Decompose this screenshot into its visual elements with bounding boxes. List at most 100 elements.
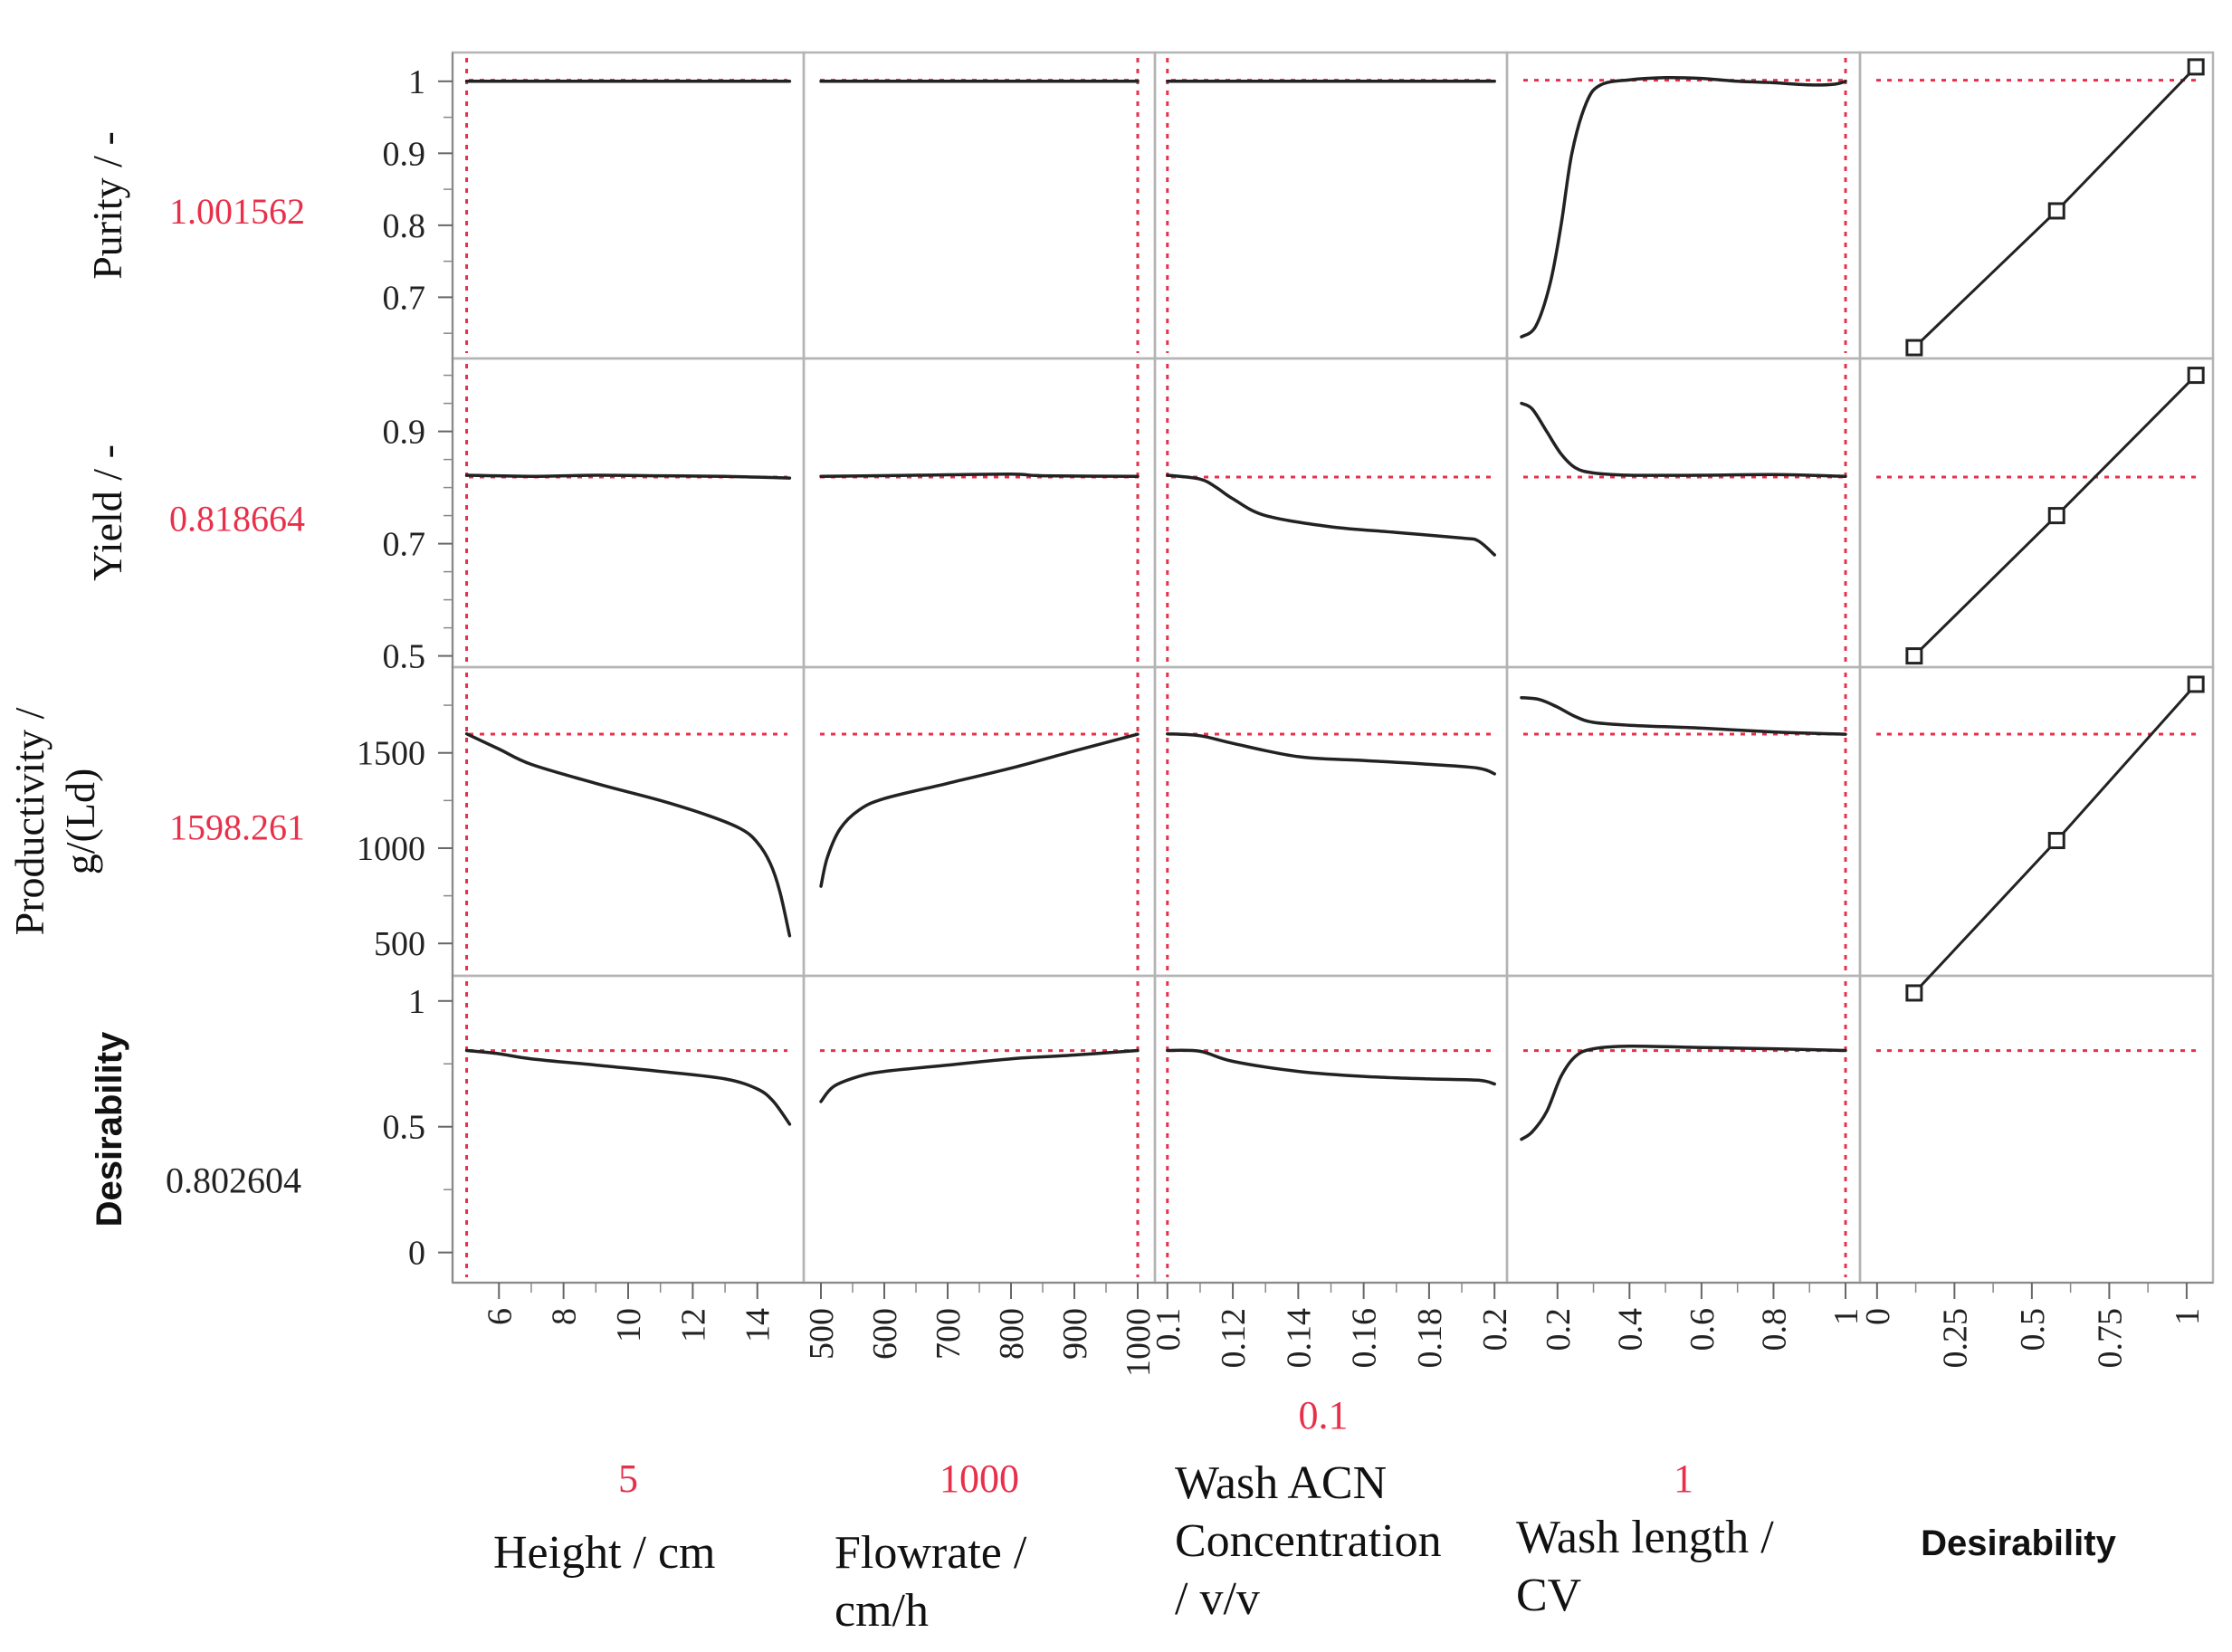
panel-r4-c2 xyxy=(802,974,1157,1284)
panel-r2-c2 xyxy=(802,357,1157,669)
desirability-handle xyxy=(2187,675,2205,693)
y-tick-label: 1000 xyxy=(357,830,425,868)
factor-label-line: CV xyxy=(1516,1570,1581,1621)
panel-r3-c4 xyxy=(1505,665,1862,978)
factor-label-line: Height / cm xyxy=(493,1527,716,1579)
y-tick-label: 0.5 xyxy=(383,1109,426,1147)
panel-r4-c4 xyxy=(1505,974,1862,1284)
response-label: Productivity / g/(Ld) xyxy=(6,707,103,935)
y-tick-label: 0.8 xyxy=(383,207,426,245)
x-tick-label: 0.16 xyxy=(1346,1308,1384,1369)
panel-r2-c4 xyxy=(1505,357,1862,669)
profile-curve-r3-f4 xyxy=(1520,695,1847,736)
panel-r1-c2 xyxy=(802,51,1157,360)
x-tick-label: 8 xyxy=(546,1308,584,1325)
desirability-handle xyxy=(1905,647,1923,665)
panel-r2-c5 xyxy=(1858,357,2215,669)
desirability-handle xyxy=(1905,339,1923,357)
factor-current-value: 1000 xyxy=(940,1456,1019,1501)
x-tick-label: 0.8 xyxy=(1755,1308,1793,1351)
y-tick-label: 1500 xyxy=(357,735,425,773)
factor-current-value: 0.1 xyxy=(1299,1393,1349,1437)
x-tick-label: 1 xyxy=(2169,1308,2207,1325)
x-tick-label: 0.75 xyxy=(2091,1308,2129,1369)
profile-curve-r2-f1 xyxy=(464,473,792,480)
panel-r3-c1 xyxy=(451,665,806,978)
profile-curve-r4-f2 xyxy=(819,1048,1140,1103)
y-tick-label: 1 xyxy=(408,63,425,101)
x-tick-label: 500 xyxy=(803,1308,841,1360)
response-label-line: g/(Ld) xyxy=(57,769,103,875)
x-tick-label: 0 xyxy=(1859,1308,1897,1325)
x-tick-label: 0.2 xyxy=(1476,1308,1514,1351)
x-tick-label: 14 xyxy=(739,1308,777,1342)
x-tick-label: 0.2 xyxy=(1540,1308,1578,1351)
x-tick-label: 0.14 xyxy=(1280,1308,1318,1369)
panel-r1-c3 xyxy=(1153,51,1509,360)
profile-curve-r2-f4 xyxy=(1520,401,1847,478)
x-tick-label: 6 xyxy=(481,1308,519,1325)
x-tick-label: 0.6 xyxy=(1684,1308,1722,1351)
x-tick-label: 1000 xyxy=(1120,1308,1158,1377)
x-tick-label: 700 xyxy=(930,1308,968,1360)
y-tick-label: 0 xyxy=(408,1235,425,1273)
response-label-line: Yield / - xyxy=(84,444,130,581)
response-current-value: 1598.261 xyxy=(169,807,305,848)
x-tick-label: 0.18 xyxy=(1411,1308,1449,1369)
x-tick-label: 1 xyxy=(1827,1308,1865,1325)
x-tick-label: 0.12 xyxy=(1215,1308,1253,1369)
panel-r3-c3 xyxy=(1153,665,1509,978)
y-tick-label: 0.7 xyxy=(383,526,426,564)
panel-r2-c3 xyxy=(1153,357,1509,669)
profile-curve-r2-f2 xyxy=(819,472,1140,478)
factor-label-line: cm/h xyxy=(835,1585,929,1637)
y-tick-label: 0.7 xyxy=(383,279,426,317)
response-current-value: 0.802604 xyxy=(166,1160,301,1201)
response-current-value: 1.001562 xyxy=(169,191,305,232)
panel-r4-c5 xyxy=(1858,974,2215,1284)
profile-curve-r3-f3 xyxy=(1166,731,1496,776)
profile-curve-r1-f4 xyxy=(1520,76,1847,339)
y-tick-label: 1 xyxy=(408,983,425,1021)
x-tick-label: 600 xyxy=(866,1308,904,1360)
x-tick-label: 800 xyxy=(993,1308,1031,1360)
factor-label-line: / v/v xyxy=(1175,1573,1260,1625)
profile-curve-r3-f2 xyxy=(819,732,1140,888)
x-tick-label: 0.25 xyxy=(1936,1308,1974,1369)
response-label-line: Productivity / xyxy=(6,707,52,935)
profile-curve-r3-f1 xyxy=(464,731,792,938)
panel-r2-c1 xyxy=(451,357,806,669)
profile-curve-r4-f3 xyxy=(1166,1048,1496,1086)
factor-current-value: 1 xyxy=(1674,1456,1693,1501)
panel-r1-c5 xyxy=(1858,51,2215,360)
x-tick-label: 12 xyxy=(674,1308,712,1342)
response-label-line: Purity / - xyxy=(84,131,130,280)
x-tick-label: 0.5 xyxy=(2014,1308,2052,1351)
response-label: Purity / - xyxy=(84,131,130,280)
panel-r4-c3 xyxy=(1153,974,1509,1284)
factor-current-value: 5 xyxy=(618,1456,638,1501)
x-tick-label: 0.4 xyxy=(1611,1308,1649,1351)
response-label: Yield / - xyxy=(84,444,130,581)
factor-label-line: Concentration xyxy=(1175,1515,1442,1567)
y-tick-label: 0.9 xyxy=(383,414,426,452)
factor-label-line: Desirability xyxy=(1921,1523,2116,1563)
desirability-handle xyxy=(2047,832,2065,850)
x-tick-label: 900 xyxy=(1056,1308,1094,1360)
factor-label-line: Wash ACN xyxy=(1175,1457,1387,1509)
factor-label-line: Flowrate / xyxy=(835,1527,1027,1579)
panel-r3-c5 xyxy=(1858,665,2215,978)
y-tick-label: 0.5 xyxy=(383,638,426,676)
panel-r3-c2 xyxy=(802,665,1157,978)
y-tick-label: 0.9 xyxy=(383,135,426,173)
desirability-handle xyxy=(2047,507,2065,525)
desirability-handle xyxy=(2187,58,2205,76)
desirability-handle xyxy=(1905,984,1923,1002)
y-tick-label: 500 xyxy=(374,925,425,963)
profile-curve-r4-f1 xyxy=(464,1048,792,1126)
desirability-handle xyxy=(2047,202,2065,220)
x-tick-label: 10 xyxy=(610,1308,648,1342)
response-label: Desirability xyxy=(90,1031,129,1227)
panel-r1-c4 xyxy=(1505,51,1862,360)
